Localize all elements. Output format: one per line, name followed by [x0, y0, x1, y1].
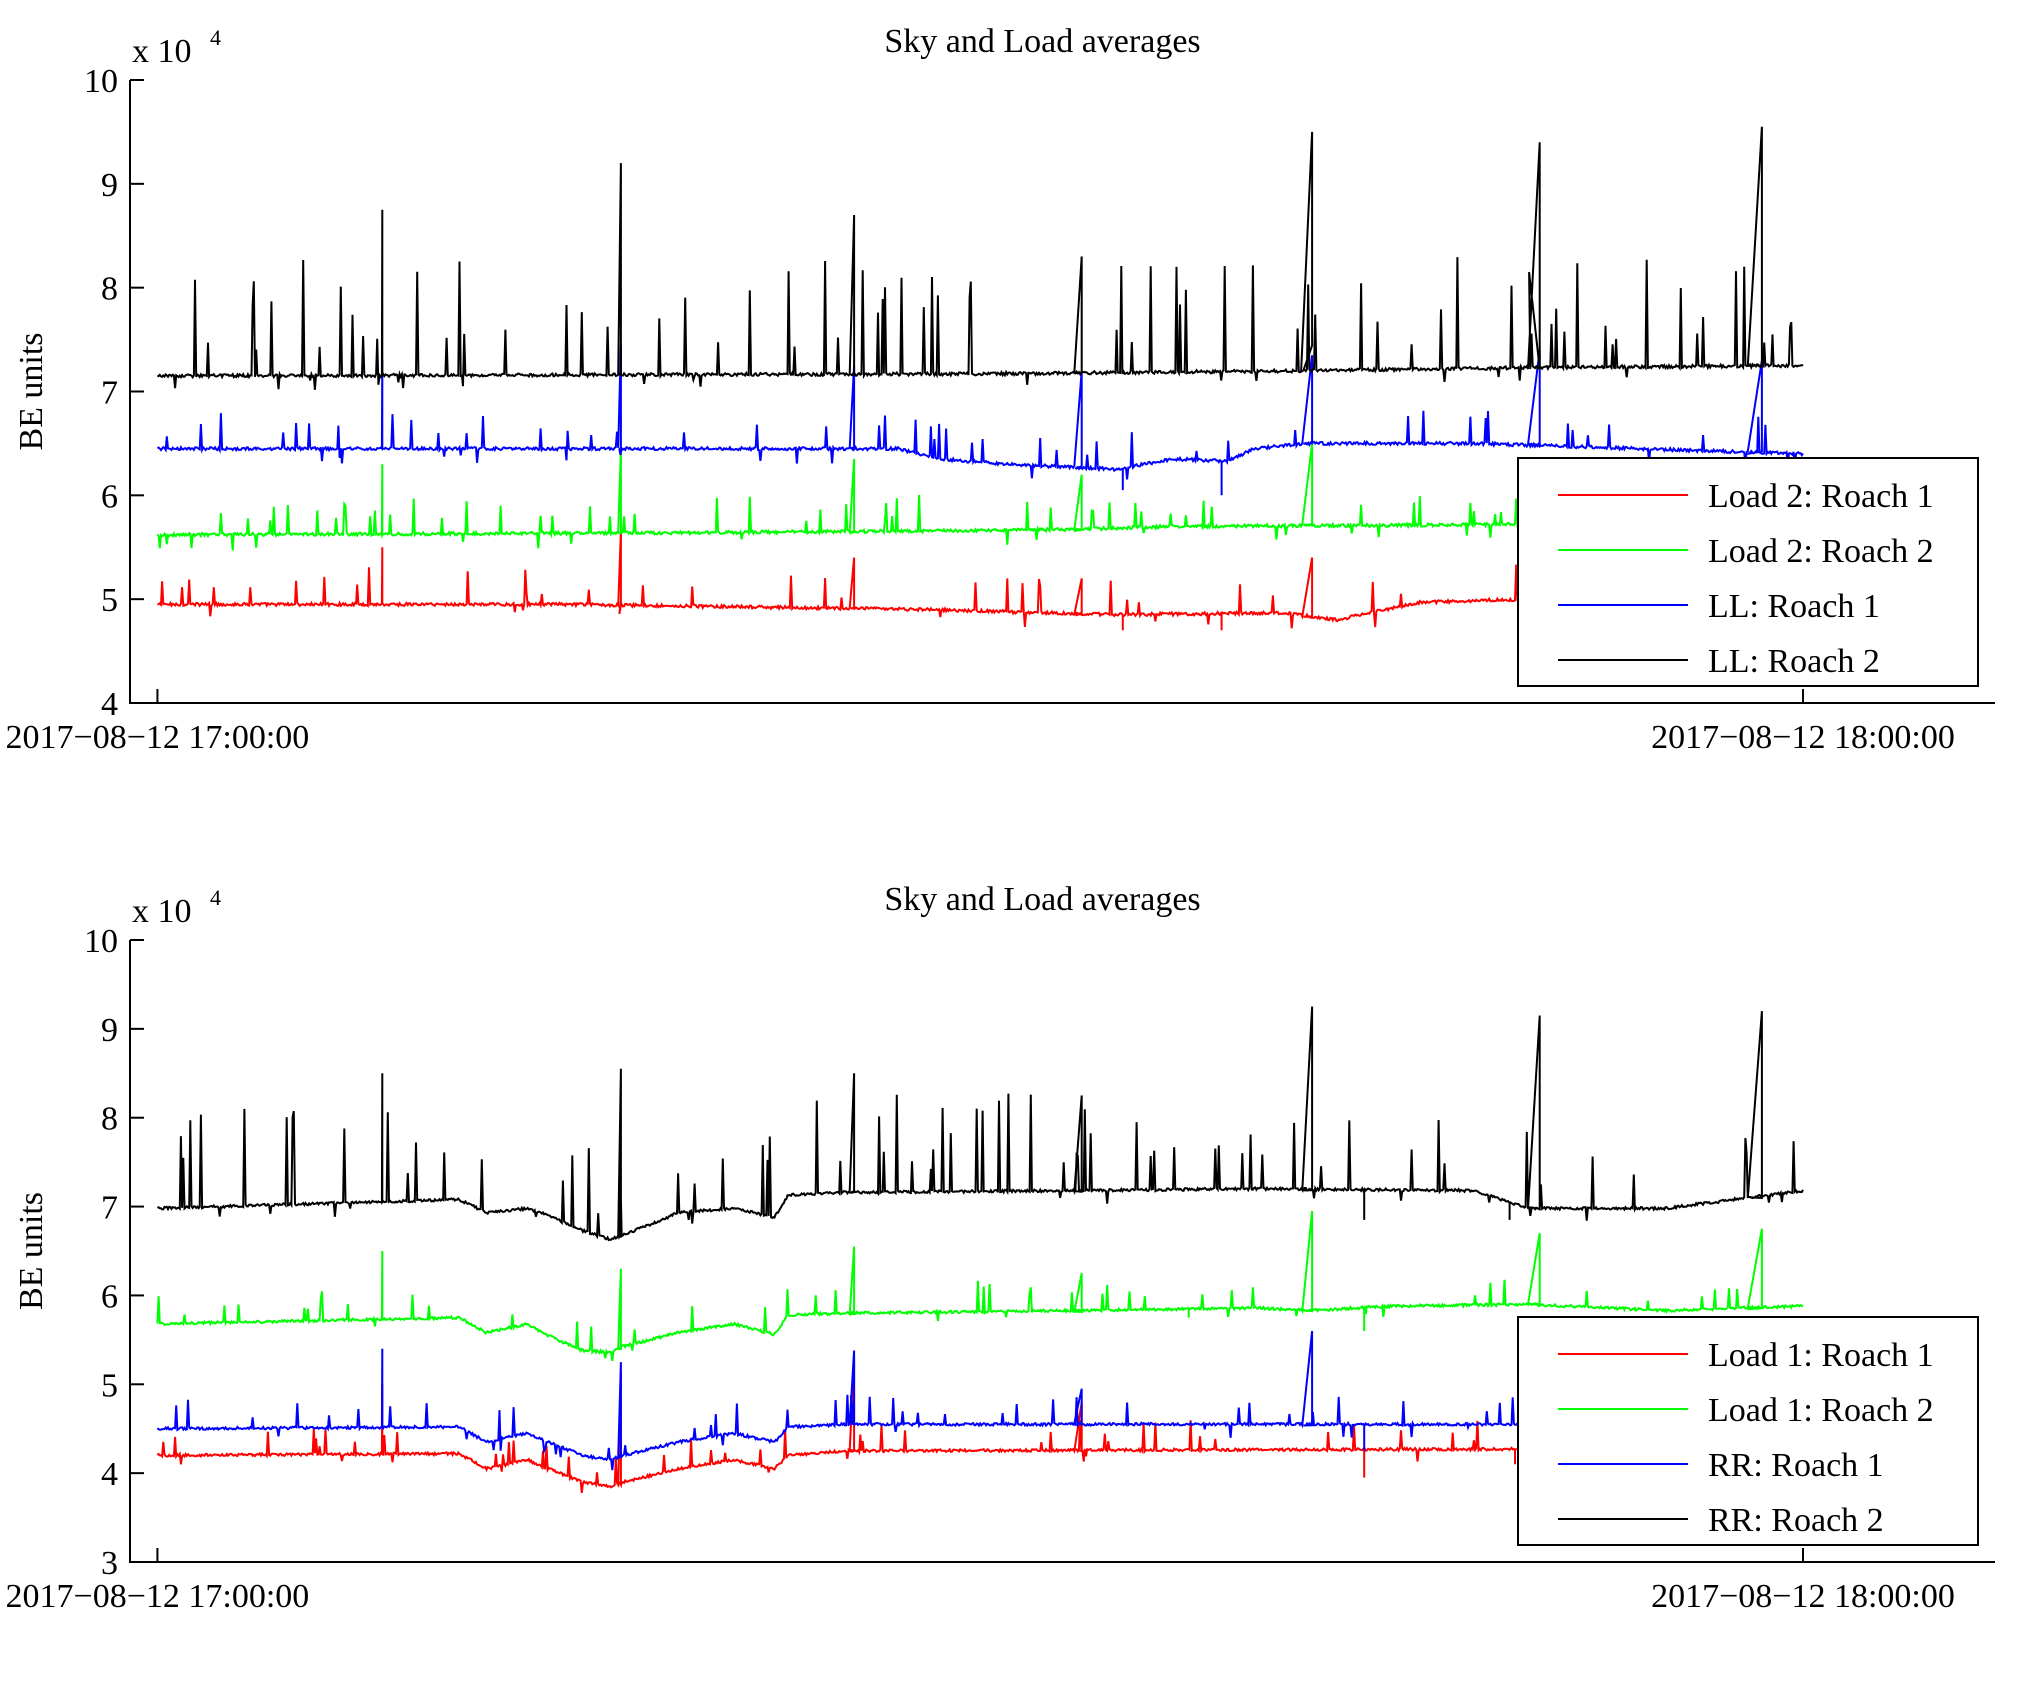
- legend-entry: RR: Roach 2: [1708, 1502, 1884, 1539]
- y-tick-label: 10: [84, 923, 118, 960]
- y-axis-label: BE units: [13, 332, 50, 450]
- x-tick-label: 2017−08−12 17:00:00: [6, 1578, 310, 1615]
- legend-entry: RR: Roach 1: [1708, 1447, 1884, 1484]
- y-tick-label: 10: [84, 63, 118, 100]
- x-tick-label: 2017−08−12 18:00:00: [1651, 719, 1955, 756]
- series-line-2-4: [156, 1006, 1804, 1242]
- chart-title: Sky and Load averages: [884, 23, 1200, 60]
- y-tick-label: 9: [101, 167, 118, 204]
- y-tick-label: 6: [101, 478, 118, 515]
- x-tick-label: 2017−08−12 18:00:00: [1651, 1578, 1955, 1615]
- series-line-1-3: [156, 344, 1804, 496]
- y-tick-label: 3: [101, 1545, 118, 1582]
- y-tick-label: 8: [101, 271, 118, 308]
- legend-entry: Load 1: Roach 1: [1708, 1337, 1934, 1374]
- legend-entry: LL: Roach 2: [1708, 643, 1880, 680]
- x-tick-label: 2017−08−12 17:00:00: [6, 719, 310, 756]
- y-tick-label: 7: [101, 375, 118, 412]
- legend-entry: Load 1: Roach 2: [1708, 1392, 1934, 1429]
- y-multiplier-label: x 10: [132, 893, 192, 930]
- y-tick-label: 8: [101, 1101, 118, 1138]
- y-multiplier-exponent: 4: [210, 885, 221, 910]
- chart-title: Sky and Load averages: [884, 881, 1200, 918]
- y-multiplier-exponent: 4: [210, 25, 221, 50]
- y-tick-label: 5: [101, 1367, 118, 1404]
- y-tick-label: 4: [101, 1456, 118, 1493]
- y-tick-label: 6: [101, 1278, 118, 1315]
- y-axis-label: BE units: [13, 1192, 50, 1310]
- series-line-1-4: [156, 126, 1804, 390]
- legend-entry: LL: Roach 1: [1708, 588, 1880, 625]
- legend-entry: Load 2: Roach 1: [1708, 478, 1934, 515]
- series-line-2-2: [156, 1210, 1804, 1362]
- y-tick-label: 9: [101, 1012, 118, 1049]
- y-multiplier-label: x 10: [132, 33, 192, 70]
- y-tick-label: 5: [101, 582, 118, 619]
- y-tick-label: 7: [101, 1190, 118, 1227]
- legend-entry: Load 2: Roach 2: [1708, 533, 1934, 570]
- y-tick-label: 4: [101, 686, 118, 723]
